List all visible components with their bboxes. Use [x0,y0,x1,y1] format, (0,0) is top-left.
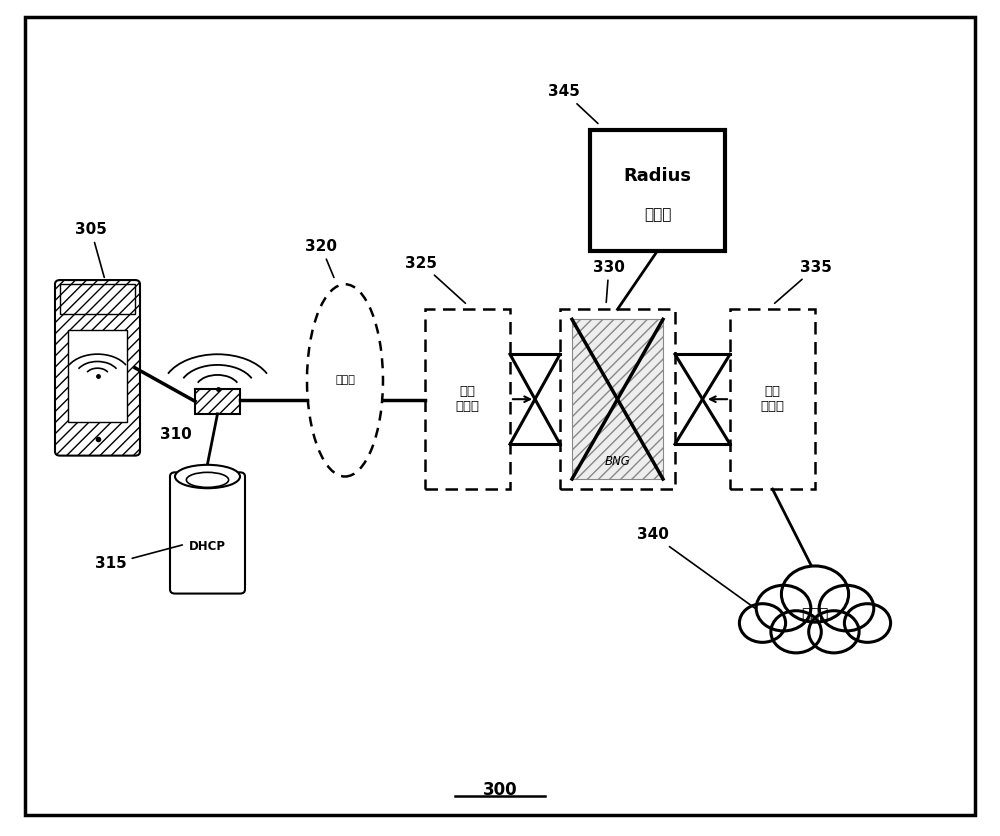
Text: 335: 335 [775,260,832,303]
Ellipse shape [186,472,229,487]
Ellipse shape [175,465,240,488]
Bar [590,130,725,251]
Text: 330: 330 [593,260,625,303]
Circle shape [739,604,786,642]
Text: 315: 315 [95,545,182,572]
FancyBboxPatch shape [195,389,240,414]
Circle shape [819,585,874,631]
Bar [730,309,815,489]
Text: 负载
均衡器: 负载 均衡器 [761,385,784,413]
Text: 负载
均衡器: 负载 均衡器 [455,385,479,413]
Ellipse shape [307,284,383,477]
Circle shape [809,611,859,653]
Text: 服务器: 服务器 [644,207,671,222]
Text: 320: 320 [305,239,337,278]
Text: 345: 345 [548,84,598,124]
FancyBboxPatch shape [55,280,140,456]
FancyBboxPatch shape [170,472,245,594]
Circle shape [771,611,821,653]
Text: Radius: Radius [624,166,692,185]
Text: 防火墙: 防火墙 [335,375,355,385]
Text: DHCP: DHCP [189,540,226,553]
Text: 互联网: 互联网 [801,607,829,622]
Text: 305: 305 [75,222,107,278]
Text: 310: 310 [160,427,192,442]
Text: BNG: BNG [605,455,630,468]
Circle shape [781,566,849,622]
Bar [68,330,127,422]
Circle shape [844,604,891,642]
Circle shape [756,585,811,631]
Bar [572,319,663,479]
Bar [175,477,240,589]
Text: 300: 300 [483,781,517,799]
Bar [560,309,675,489]
Bar [425,309,510,489]
Bar [60,284,135,314]
Text: 340: 340 [637,528,755,609]
Text: 325: 325 [405,256,465,303]
